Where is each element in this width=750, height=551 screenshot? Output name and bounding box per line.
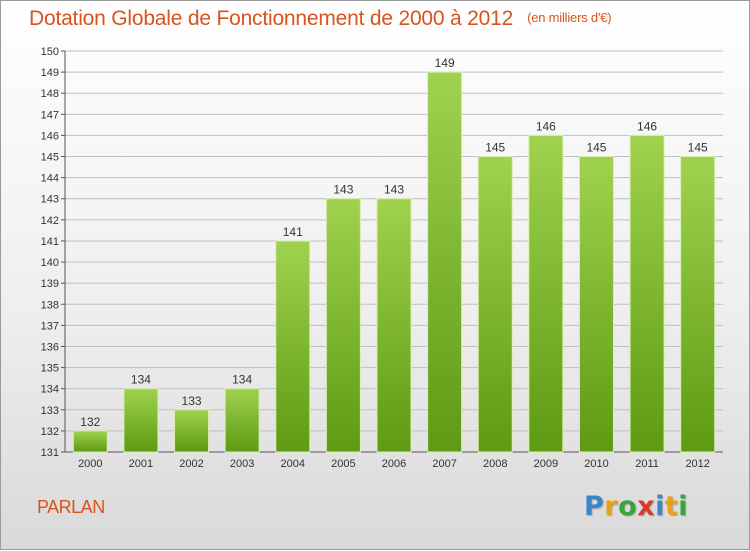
y-tick-label: 134 bbox=[41, 384, 59, 396]
y-tick-label: 138 bbox=[41, 299, 59, 311]
bar-2010 bbox=[578, 156, 614, 453]
y-tick-label: 147 bbox=[41, 109, 59, 121]
y-tick-label: 144 bbox=[41, 173, 59, 185]
bar-2000 bbox=[72, 430, 108, 453]
data-label: 141 bbox=[283, 225, 303, 239]
bar-2011 bbox=[629, 134, 665, 453]
x-tick-label: 2001 bbox=[129, 458, 153, 470]
data-label: 132 bbox=[80, 415, 100, 429]
x-tick-label: 2010 bbox=[584, 458, 608, 470]
logo-letter: i bbox=[655, 491, 665, 522]
x-tick-label: 2002 bbox=[179, 458, 203, 470]
data-label: 143 bbox=[384, 183, 404, 197]
y-tick-label: 141 bbox=[41, 236, 59, 248]
logo-letter: t bbox=[664, 491, 679, 522]
data-label: 146 bbox=[536, 119, 556, 133]
bar-2012 bbox=[680, 156, 716, 453]
title-text: Dotation Globale de Fonctionnement de 20… bbox=[29, 7, 514, 30]
y-tick-label: 136 bbox=[41, 341, 59, 353]
bar-2007 bbox=[427, 71, 463, 453]
y-tick-label: 140 bbox=[41, 257, 59, 269]
commune-name: PARLAN bbox=[37, 497, 105, 517]
logo-letter: o bbox=[618, 491, 638, 522]
y-tick-label: 135 bbox=[41, 363, 59, 375]
x-tick-label: 2005 bbox=[331, 458, 355, 470]
bar-2004 bbox=[275, 240, 311, 453]
logo-letter: r bbox=[604, 491, 619, 522]
data-label: 145 bbox=[485, 141, 505, 155]
bar-2001 bbox=[123, 388, 159, 453]
y-tick-label: 139 bbox=[41, 278, 59, 290]
y-tick-label: 137 bbox=[41, 320, 59, 332]
x-tick-label: 2006 bbox=[382, 458, 406, 470]
x-tick-label: 2011 bbox=[635, 458, 659, 470]
x-tick-label: 2004 bbox=[281, 458, 305, 470]
data-label: 149 bbox=[435, 56, 455, 70]
data-label: 146 bbox=[637, 119, 657, 133]
y-tick-label: 145 bbox=[41, 152, 59, 164]
y-tick-label: 148 bbox=[41, 88, 59, 100]
data-label: 145 bbox=[586, 141, 606, 155]
logo-letter: i bbox=[678, 491, 689, 522]
data-label: 134 bbox=[131, 373, 151, 387]
x-tick-label: 2000 bbox=[78, 458, 102, 470]
unit-label: (en milliers d'€) bbox=[527, 10, 612, 25]
y-tick-label: 131 bbox=[41, 447, 59, 459]
bar-2008 bbox=[477, 156, 513, 453]
data-label: 133 bbox=[182, 394, 202, 408]
y-tick-label: 149 bbox=[41, 67, 59, 79]
y-tick-label: 150 bbox=[41, 46, 59, 58]
data-label: 134 bbox=[232, 373, 252, 387]
logo-letter: P bbox=[584, 491, 605, 522]
y-tick-label: 133 bbox=[41, 405, 59, 417]
bar-2003 bbox=[224, 388, 260, 453]
data-label: 145 bbox=[688, 141, 708, 155]
bar-2005 bbox=[325, 198, 361, 453]
x-tick-label: 2009 bbox=[534, 458, 558, 470]
chart-title: Dotation Globale de Fonctionnement de 20… bbox=[29, 7, 612, 31]
x-tick-label: 2012 bbox=[685, 458, 709, 470]
data-label: 143 bbox=[333, 183, 353, 197]
proxiti-logo[interactable]: Proxiti bbox=[584, 491, 688, 522]
y-tick-label: 142 bbox=[41, 215, 59, 227]
bar-2002 bbox=[174, 409, 210, 453]
bar-2009 bbox=[528, 134, 564, 453]
y-tick-label: 132 bbox=[41, 426, 59, 438]
y-tick-label: 146 bbox=[41, 130, 59, 142]
x-tick-label: 2003 bbox=[230, 458, 254, 470]
logo-letter: x bbox=[637, 491, 656, 522]
x-tick-label: 2008 bbox=[483, 458, 507, 470]
x-tick-label: 2007 bbox=[432, 458, 456, 470]
y-tick-label: 143 bbox=[41, 194, 59, 206]
bar-2006 bbox=[376, 198, 412, 453]
